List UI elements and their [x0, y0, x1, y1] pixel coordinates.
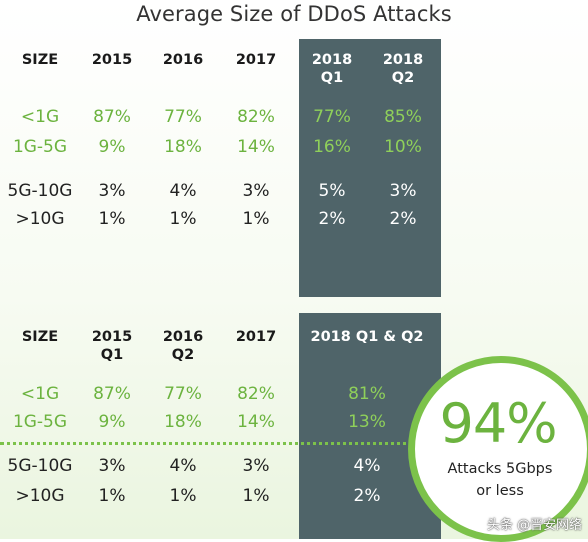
table-2-header-cell: SIZE	[21, 329, 59, 345]
table-1-header-cell: 2015	[91, 52, 133, 68]
table-1-value-cell: 82%	[237, 107, 275, 127]
table-2-value-cell: 3%	[98, 456, 126, 476]
table-2-value-cell: 18%	[164, 412, 202, 432]
table-1-value-cell: 1%	[242, 209, 270, 229]
table-2-value-cell: 1%	[98, 486, 126, 506]
watermark: 头条 @晋安网络	[486, 518, 582, 533]
table-2-header-cell: 2015	[91, 329, 133, 345]
table-1-header-cell: 2018	[382, 52, 424, 68]
table-1-value-cell: 5%	[318, 181, 346, 201]
table-2-header-cell: 2017	[235, 329, 277, 345]
table-2-value-cell: 1%	[169, 486, 197, 506]
table-1-value-cell: 2%	[389, 209, 417, 229]
table-1-row-label: >10G	[15, 209, 65, 229]
table-1-value-cell: 3%	[98, 181, 126, 201]
table-2-value-cell: 9%	[98, 412, 126, 432]
table-1-value-cell: 9%	[98, 137, 126, 157]
table-1-header-cell: Q2	[391, 70, 415, 86]
table-1-value-cell: 3%	[389, 181, 417, 201]
table-1-value-cell: 10%	[384, 137, 422, 157]
table-2-row-label: 1G-5G	[12, 412, 68, 432]
table-2-row-label: >10G	[15, 486, 65, 506]
table-2-header-cell: Q2	[171, 347, 195, 363]
table-1-row-label: <1G	[20, 107, 60, 127]
table-2-value-cell: 13%	[348, 412, 386, 432]
table-2-value-cell: 3%	[242, 456, 270, 476]
callout-line-1: Attacks 5Gbps	[447, 461, 553, 477]
table-2-value-cell: 81%	[348, 384, 386, 404]
table-2-header-cell: 2018 Q1 & Q2	[310, 329, 424, 345]
table-2-header-cell: Q1	[100, 347, 124, 363]
callout-caption: Attacks 5Gbps or less	[448, 458, 553, 502]
highlight-panel-top	[299, 39, 441, 297]
table-1-value-cell: 77%	[164, 107, 202, 127]
table-2-value-cell: 77%	[164, 384, 202, 404]
table-1-value-cell: 87%	[93, 107, 131, 127]
table-1-value-cell: 4%	[169, 181, 197, 201]
callout-line-2: or less	[476, 483, 524, 499]
table-1-value-cell: 77%	[313, 107, 351, 127]
table-1-header-cell: 2016	[162, 52, 204, 68]
table-1-value-cell: 85%	[384, 107, 422, 127]
table-1-value-cell: 1%	[169, 209, 197, 229]
table-2-row-label: 5G-10G	[7, 456, 73, 476]
table-1-value-cell: 2%	[318, 209, 346, 229]
table-1-header-cell: Q1	[320, 70, 344, 86]
table-2-value-cell: 14%	[237, 412, 275, 432]
callout-value: 94%	[439, 392, 557, 455]
table-1-value-cell: 16%	[313, 137, 351, 157]
table-1-value-cell: 14%	[237, 137, 275, 157]
table-2-header-cell: 2016	[162, 329, 204, 345]
table-2-value-cell: 2%	[353, 486, 381, 506]
table-1-header-cell: SIZE	[21, 52, 59, 68]
table-1-value-cell: 1%	[98, 209, 126, 229]
table-1-value-cell: 18%	[164, 137, 202, 157]
table-2-row-label: <1G	[20, 384, 60, 404]
table-2-value-cell: 4%	[169, 456, 197, 476]
chart-title: Average Size of DDoS Attacks	[136, 2, 452, 26]
table-1-row-label: 5G-10G	[7, 181, 73, 201]
table-1-value-cell: 3%	[242, 181, 270, 201]
table-2-value-cell: 82%	[237, 384, 275, 404]
table-1-row-label: 1G-5G	[12, 137, 68, 157]
table-2-value-cell: 87%	[93, 384, 131, 404]
table-2-value-cell: 1%	[242, 486, 270, 506]
table-1-header-cell: 2018	[311, 52, 353, 68]
table-2-value-cell: 4%	[353, 456, 381, 476]
table-1-header-cell: 2017	[235, 52, 277, 68]
separator-dotted-line	[0, 442, 420, 445]
